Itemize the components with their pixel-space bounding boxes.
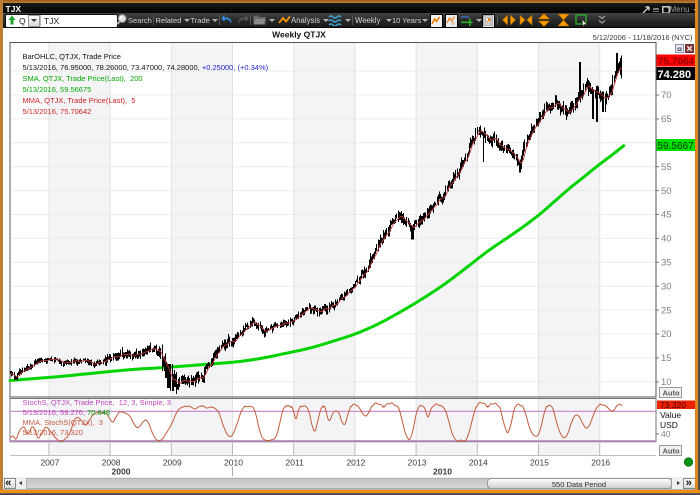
svg-text:2011: 2011 bbox=[286, 458, 305, 468]
svg-text:5/13/2016, 76.95000, 78.26000,: 5/13/2016, 76.95000, 78.26000, 73.47000,… bbox=[23, 63, 269, 72]
svg-text:2000: 2000 bbox=[112, 467, 131, 477]
svg-text:30: 30 bbox=[661, 281, 672, 292]
svg-text:2007: 2007 bbox=[40, 458, 59, 468]
svg-text:45: 45 bbox=[661, 210, 672, 221]
svg-text:Auto: Auto bbox=[663, 446, 680, 455]
svg-text:Value: Value bbox=[660, 410, 681, 420]
svg-text:5/12/2006 - 11/18/2016 (NYC): 5/12/2006 - 11/18/2016 (NYC) bbox=[593, 33, 693, 42]
svg-text:50: 50 bbox=[661, 186, 672, 197]
svg-text:74.280: 74.280 bbox=[658, 69, 692, 81]
svg-text:5/13/2016, 59.276, 70.648: 5/13/2016, 59.276, 70.648 bbox=[23, 408, 111, 417]
svg-text:15: 15 bbox=[661, 353, 672, 364]
svg-text:MMA, StochS(QTJX), 3: MMA, StochS(QTJX), 3 bbox=[23, 418, 103, 427]
svg-text:2010: 2010 bbox=[433, 467, 452, 477]
svg-text:73.320: 73.320 bbox=[660, 400, 686, 410]
svg-text:75.7064: 75.7064 bbox=[658, 57, 695, 68]
svg-text:55: 55 bbox=[661, 162, 672, 173]
svg-text:2013: 2013 bbox=[408, 458, 427, 468]
svg-text:40: 40 bbox=[661, 429, 671, 439]
svg-text:2008: 2008 bbox=[102, 458, 121, 468]
svg-text:BarOHLC, QTJX, Trade Price: BarOHLC, QTJX, Trade Price bbox=[23, 52, 121, 61]
svg-text:USD: USD bbox=[660, 420, 678, 430]
svg-text:5/13/2016, 59.56675: 5/13/2016, 59.56675 bbox=[23, 85, 92, 94]
svg-text:5/13/2016, 73.320: 5/13/2016, 73.320 bbox=[23, 428, 83, 437]
svg-text:2016: 2016 bbox=[591, 458, 610, 468]
svg-text:35: 35 bbox=[661, 258, 672, 269]
svg-text:20: 20 bbox=[661, 329, 672, 340]
svg-text:2010: 2010 bbox=[224, 458, 243, 468]
svg-text:2009: 2009 bbox=[163, 458, 182, 468]
svg-text:MMA, QTJX, Trade Price(Last),: MMA, QTJX, Trade Price(Last), 5 bbox=[23, 96, 136, 105]
svg-text:70: 70 bbox=[661, 90, 672, 101]
svg-text:2015: 2015 bbox=[530, 458, 549, 468]
svg-text:2014: 2014 bbox=[469, 458, 488, 468]
svg-text:25: 25 bbox=[661, 305, 672, 316]
svg-text:Weekly QTJX: Weekly QTJX bbox=[272, 30, 326, 40]
svg-text:10: 10 bbox=[661, 377, 672, 388]
svg-text:StochS, QTJX, Trade Price, 12: StochS, QTJX, Trade Price, 12, 3, Simple… bbox=[23, 398, 171, 407]
svg-text:40: 40 bbox=[661, 234, 672, 245]
svg-text:65: 65 bbox=[661, 114, 672, 125]
svg-text:2012: 2012 bbox=[346, 458, 365, 468]
svg-text:Auto: Auto bbox=[663, 388, 680, 397]
svg-text:59.5667: 59.5667 bbox=[658, 141, 695, 152]
svg-text:5/13/2016, 75.70642: 5/13/2016, 75.70642 bbox=[23, 107, 92, 116]
svg-text:SMA, QTJX, Trade Price(Last),: SMA, QTJX, Trade Price(Last), 200 bbox=[23, 74, 143, 83]
